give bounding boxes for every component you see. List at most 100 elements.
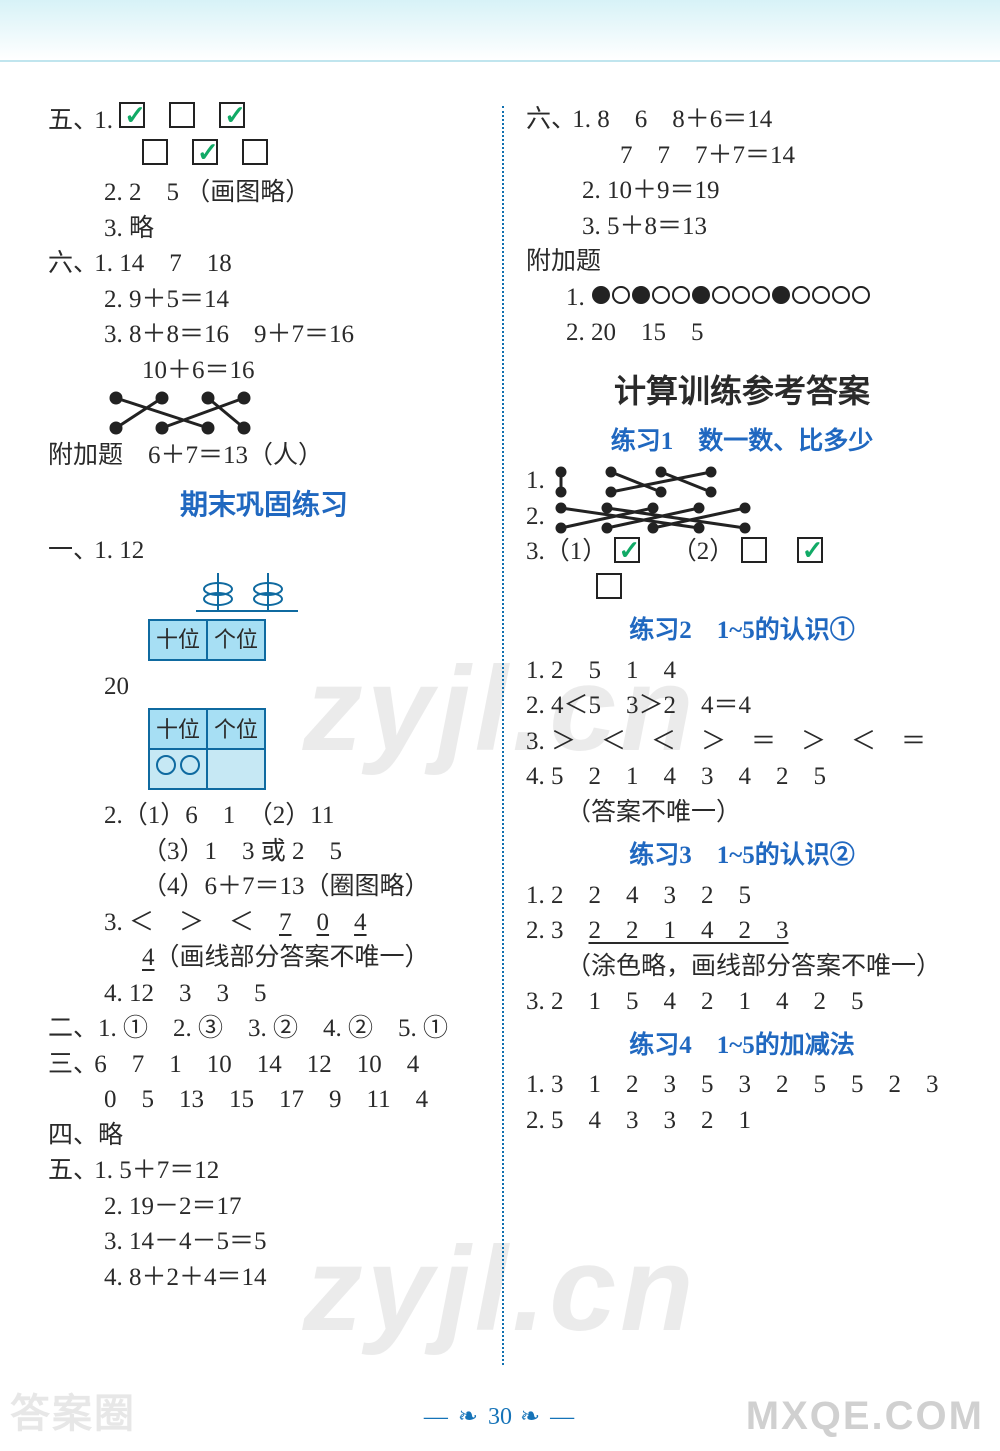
- practice3-title: 练习3 1~5的认识②: [526, 838, 958, 874]
- p3-l2a-pre: 2. 3: [526, 917, 589, 944]
- pv-ones-cell: [207, 749, 265, 789]
- yi-l2: 2.（1）6 1 （2）11: [48, 798, 480, 834]
- cross-match-icon: [104, 390, 254, 436]
- bead-icon: [732, 286, 750, 304]
- wu2-l3: 3. 14－4－5＝5: [48, 1224, 480, 1260]
- fujia-six: 附加题 6＋7＝13（人）: [48, 438, 480, 474]
- liu-l3: 3. 5＋8＝13: [526, 209, 958, 245]
- bead-icon: [852, 286, 870, 304]
- fujia-1-label: 1.: [566, 284, 591, 311]
- section-four: 四、略: [48, 1118, 480, 1154]
- checkbox: [797, 537, 823, 563]
- match-graph-icon: [551, 500, 791, 534]
- p2-l2: 2. 4＜5 3＞2 4＝4: [526, 688, 958, 724]
- p2-l1: 1. 2 5 1 4: [526, 653, 958, 689]
- bead-icon: [812, 286, 830, 304]
- six-l1: 1. 14 7 18: [94, 250, 232, 277]
- bead-icon: [632, 286, 650, 304]
- bead-icon: [712, 286, 730, 304]
- checkbox-row-2: [142, 139, 278, 165]
- main-heading: 计算训练参考答案: [526, 369, 958, 414]
- practice2-title: 练习2 1~5的认识①: [526, 613, 958, 649]
- p4-l1: 1. 3 1 2 3 5 3 2 5 5 2 3: [526, 1067, 958, 1103]
- yi-l3a-u2: 0: [317, 909, 330, 936]
- practice1-title: 练习1 数一数、比多少: [526, 424, 958, 460]
- six-l2: 2. 9＋5＝14: [48, 282, 480, 318]
- p4-l2: 2. 5 4 3 3 2 1: [526, 1103, 958, 1139]
- yi-l3b-u: 4: [142, 944, 155, 971]
- bead-icon: [652, 286, 670, 304]
- p3-l2a-u: 2 2 1 4 2 3: [589, 917, 789, 944]
- section-two: 二、1. ① 2. ③ 3. ② 4. ② 5. ①: [48, 1011, 480, 1047]
- p2-l4b: （答案不唯一）: [526, 795, 958, 831]
- bead-icon: [772, 286, 790, 304]
- yi-l3a-u1: 7: [279, 909, 292, 936]
- p3-l3: 3. 2 1 5 4 2 1 4 2 5: [526, 984, 958, 1020]
- yi-l3a-pre: 3. ＜ ＞ ＜: [104, 909, 279, 936]
- yi-l3b-tail: （画线部分答案不唯一）: [155, 944, 430, 971]
- section-five-label: 五、: [48, 103, 88, 139]
- qimo-heading: 期末巩固练习: [48, 486, 480, 526]
- pv-ones-header: 个位: [207, 620, 265, 660]
- p1-l1: 1.: [526, 467, 545, 494]
- liu-l2: 2. 10＋9＝19: [526, 173, 958, 209]
- san-row1: 6 7 1 10 14 12 10 4: [94, 1051, 419, 1078]
- section-three-label: 三、: [48, 1047, 88, 1083]
- yi-l2c: （4）6＋7＝13（圈图略）: [48, 869, 480, 905]
- checkbox: [142, 139, 168, 165]
- yi-l1a: 1. 12: [94, 537, 144, 564]
- left-column: 五、 1. 2. 2 5 （画图略） 3. 略: [48, 102, 484, 1361]
- six-l3a: 3. 8＋8＝16 9＋7＝16: [48, 317, 480, 353]
- content-area: 五、 1. 2. 2 5 （画图略） 3. 略: [0, 62, 1000, 1381]
- yi-l4: 4. 12 3 3 5: [48, 976, 480, 1012]
- wu2-l1: 1. 5＋7＝12: [94, 1157, 219, 1184]
- pv-tens-header: 十位: [149, 620, 207, 660]
- p1-l2: 2.: [526, 503, 545, 530]
- bead-icon: [592, 286, 610, 304]
- fujia-label: 附加题: [526, 244, 958, 280]
- place-value-table-2: 十位个位: [148, 708, 266, 790]
- p1-l3: 3.（1）: [526, 538, 607, 565]
- bead-icon: [752, 286, 770, 304]
- top-gradient-bar: [0, 0, 1000, 62]
- bead-icon: [612, 286, 630, 304]
- corner-watermark-left: 答案圈: [10, 1381, 136, 1439]
- san-row2: 0 5 13 15 17 9 11 4: [48, 1082, 480, 1118]
- pv-tens-cell: [149, 749, 207, 789]
- column-divider: [502, 106, 504, 1365]
- checkbox: [242, 139, 268, 165]
- p2-l3: 3. ＞ ＜ ＜ ＞ ＝ ＞ ＜ ＝: [526, 724, 958, 760]
- p1-l3b: （2）: [672, 538, 735, 565]
- six-l3b: 10＋6＝16: [48, 353, 480, 389]
- bead-icon: [692, 286, 710, 304]
- yi-l1b: 20: [48, 669, 480, 705]
- checkbox: [119, 102, 145, 128]
- corner-watermark-right: MXQE.COM: [746, 1394, 984, 1439]
- fujia-2: 2. 20 15 5: [526, 315, 958, 351]
- section-five2-label: 五、: [48, 1153, 88, 1189]
- item1-label: 1.: [94, 107, 113, 134]
- p3-l1: 1. 2 2 4 3 2 5: [526, 878, 958, 914]
- page: zyjl.cn zyjl.cn 五、 1.: [0, 0, 1000, 1451]
- wu2-l2: 2. 19－2＝17: [48, 1189, 480, 1225]
- section-six-r-label: 六、: [526, 102, 566, 138]
- pv-ones-header: 个位: [207, 709, 265, 749]
- right-column: 六、 1. 8 6 8＋6＝14 7 7 7＋7＝14 2. 10＋9＝19 3…: [522, 102, 958, 1361]
- p2-l4a: 4. 5 2 1 4 3 4 2 5: [526, 759, 958, 795]
- match-graph-icon: [551, 464, 751, 498]
- checkbox-row-1: [119, 102, 255, 128]
- place-value-table-1: 十位个位: [148, 619, 266, 661]
- checkbox: [614, 537, 640, 563]
- page-number-value: 30: [488, 1404, 512, 1430]
- bead-icon: [672, 286, 690, 304]
- checkbox: [596, 573, 622, 599]
- section-six-label: 六、: [48, 246, 88, 282]
- checkbox: [741, 537, 767, 563]
- p3-l2b: （涂色略，画线部分答案不唯一）: [526, 949, 958, 985]
- bead-icon: [792, 286, 810, 304]
- liu-l1a: 1. 8 6 8＋6＝14: [572, 106, 772, 133]
- yi-l2b: （3）1 3 或 2 5: [48, 834, 480, 870]
- checkbox: [169, 102, 195, 128]
- yi-l3a-u3: 4: [354, 909, 367, 936]
- abacus-icon: [188, 569, 308, 615]
